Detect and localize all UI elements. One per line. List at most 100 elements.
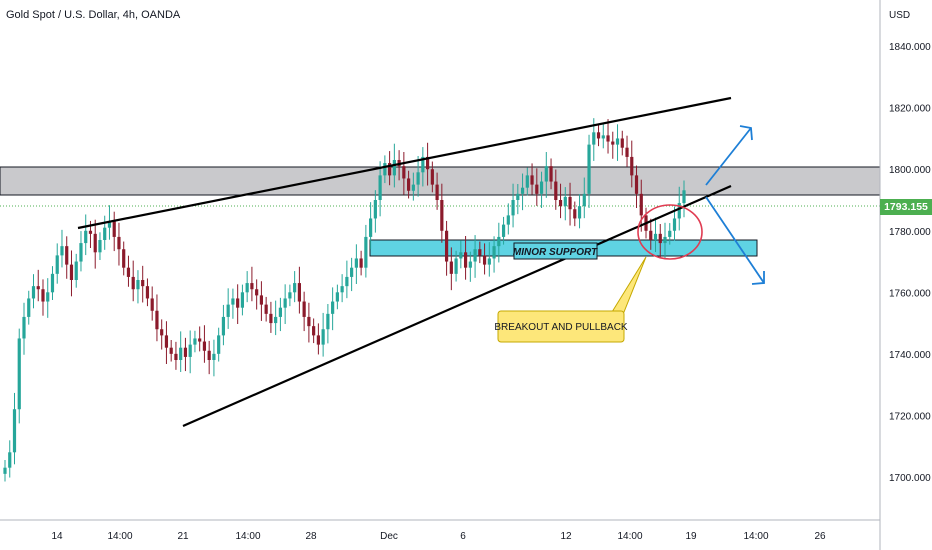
time-tick-label: 14 [51, 531, 63, 542]
candle-body [107, 221, 112, 228]
candle-body [103, 227, 107, 240]
candle-body [126, 267, 131, 277]
price-tick-label: 1720.000 [889, 411, 931, 422]
candle-body [46, 292, 50, 302]
time-tick-label: 21 [177, 531, 189, 542]
candle-body [482, 255, 487, 265]
candle-body [65, 246, 69, 265]
candle-body [74, 261, 78, 280]
time-tick-label: 26 [814, 531, 826, 542]
candle-body [487, 258, 491, 265]
candle-body [615, 138, 620, 145]
candle-body [22, 316, 26, 339]
candle-body [93, 233, 97, 253]
candle-body [639, 193, 643, 216]
candle-body [407, 178, 411, 191]
candle-body [8, 452, 12, 468]
candle-body [677, 203, 681, 219]
candle-body [449, 261, 453, 274]
candle-body [160, 329, 164, 336]
projection-arrow-down [705, 196, 765, 284]
price-tick-label: 1700.000 [889, 473, 931, 484]
candle-body [459, 252, 463, 259]
candle-body [36, 286, 40, 290]
candle-body [283, 298, 287, 308]
candle-body [402, 166, 406, 179]
candle-body [525, 175, 529, 188]
candle-body [240, 292, 245, 308]
candle-body [345, 276, 349, 287]
candle-body [288, 292, 292, 299]
candle-body [435, 184, 439, 200]
price-tick-label: 1760.000 [889, 288, 931, 299]
candle-body [558, 200, 563, 207]
candle-body [473, 249, 477, 262]
candle-body [549, 166, 553, 182]
candle-body [207, 350, 211, 360]
candle-body [563, 196, 567, 207]
candle-body [316, 335, 320, 345]
candle-body [226, 304, 230, 317]
candle-body [383, 163, 387, 176]
candle-body [416, 172, 420, 185]
price-tick-label: 1780.000 [889, 227, 931, 238]
candle-body [41, 289, 45, 302]
candle-body [359, 258, 363, 268]
pullback-circle [637, 204, 703, 260]
candle-body [122, 249, 126, 268]
candle-body [530, 175, 534, 185]
candle-body [88, 230, 93, 234]
candle-body [302, 301, 306, 317]
candle-body [425, 156, 430, 170]
candle-body [421, 156, 425, 173]
candle-body [544, 166, 548, 182]
candle-body [497, 236, 501, 247]
candle-body [259, 295, 264, 305]
candle-body [250, 283, 254, 290]
projection-arrow-up-head [739, 125, 753, 141]
time-labels: 14 14:00 21 14:00 28 Dec 6 12 14:00 19 14:00 26 [51, 531, 826, 542]
wedge-lower-trendline[interactable] [182, 184, 732, 428]
candle-body [364, 236, 368, 268]
time-tick-label: 14:00 [235, 531, 260, 542]
candle-body [340, 286, 344, 293]
candle-body [69, 264, 74, 280]
candle-body [31, 286, 36, 299]
candle-body [573, 209, 577, 219]
candles [3, 118, 686, 482]
candle-body [326, 313, 330, 330]
time-tick-label: 28 [305, 531, 317, 542]
projection-arrow-down-head [751, 271, 765, 285]
candle-body [568, 196, 572, 210]
candle-body [663, 236, 667, 244]
time-tick-label: 19 [685, 531, 697, 542]
candle-body [492, 246, 496, 259]
candle-body [3, 467, 7, 474]
candle-body [50, 273, 55, 293]
candle-body [274, 316, 278, 324]
candle-body [136, 280, 140, 290]
candle-body [27, 298, 31, 317]
candle-body [625, 147, 629, 157]
candle-body [264, 304, 268, 314]
candle-body [468, 261, 472, 268]
callout-box [497, 310, 625, 343]
price-labels: 1840.000 1820.000 1800.000 1780.000 1760.000… [889, 42, 931, 484]
wedge-upper-trendline[interactable] [77, 96, 732, 230]
candle-body [155, 310, 159, 330]
candle-body [682, 190, 686, 204]
candle-body [478, 249, 482, 256]
resistance-zone [0, 166, 881, 196]
time-tick-label: 6 [460, 531, 466, 542]
projection-arrow-up [705, 127, 752, 186]
candle-body [454, 258, 458, 274]
candle-body [601, 135, 605, 139]
candle-body [245, 283, 249, 293]
candle-body [611, 141, 615, 145]
candle-body [198, 338, 202, 342]
candle-body [369, 218, 373, 237]
candle-body [520, 187, 525, 194]
candle-body [212, 353, 216, 360]
candle-body [672, 218, 677, 231]
